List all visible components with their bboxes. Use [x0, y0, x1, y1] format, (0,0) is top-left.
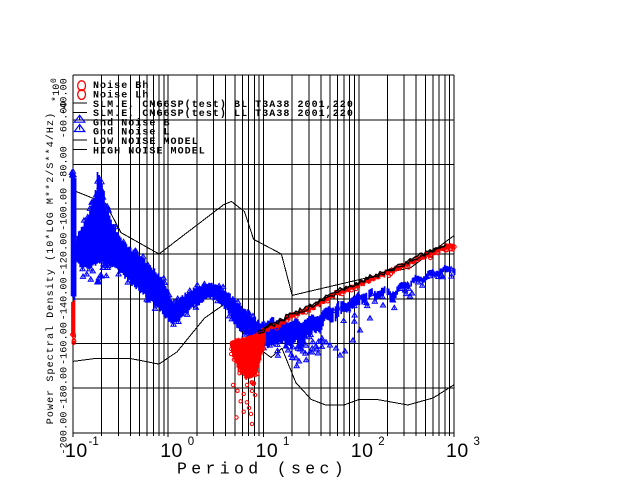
- svg-text:2: 2: [378, 436, 384, 448]
- svg-text:-200.00: -200.00: [60, 411, 71, 454]
- svg-text:10: 10: [65, 440, 88, 462]
- svg-text:Power Spectral Density (10*LOG: Power Spectral Density (10*LOG M**2/S**4…: [45, 112, 57, 424]
- svg-text:-80.00: -80.00: [60, 146, 71, 183]
- svg-text:Gnd Noise L: Gnd Noise L: [93, 127, 171, 139]
- svg-text:HIGH NOISE MODEL: HIGH NOISE MODEL: [93, 146, 206, 157]
- svg-text:3: 3: [474, 436, 480, 448]
- svg-text:-140.00: -140.00: [60, 277, 71, 320]
- svg-text:Gnd Noise B: Gnd Noise B: [93, 117, 171, 129]
- svg-text:-40.00: -40.00: [60, 78, 71, 115]
- svg-text:Noise Bh: Noise Bh: [93, 80, 149, 92]
- svg-text:-60.00: -60.00: [60, 101, 71, 138]
- svg-text:10: 10: [351, 440, 374, 462]
- svg-text:1: 1: [283, 436, 289, 448]
- svg-text:Noise Lh: Noise Lh: [93, 90, 149, 102]
- svg-text:10: 10: [256, 440, 279, 462]
- svg-text:10: 10: [446, 440, 469, 462]
- svg-text:LOW NOISE MODEL: LOW NOISE MODEL: [93, 137, 199, 148]
- svg-text:SLM.E, CMG6SP(test) BL T3A38 2: SLM.E, CMG6SP(test) BL T3A38 2001,220: [93, 99, 354, 111]
- svg-text:*100: *100: [50, 78, 63, 102]
- svg-text:10: 10: [160, 440, 183, 462]
- svg-text:SLM.E, CMG6SP(test) LL T3A38 2: SLM.E, CMG6SP(test) LL T3A38 2001,220: [93, 108, 354, 120]
- svg-text:-160.00: -160.00: [60, 322, 71, 365]
- svg-text:-180.00: -180.00: [60, 367, 71, 410]
- svg-text:-1: -1: [89, 436, 99, 448]
- svg-text:Period (sec): Period (sec): [177, 460, 348, 479]
- svg-text:-120.00: -120.00: [60, 232, 71, 275]
- svg-text:0: 0: [188, 436, 194, 448]
- svg-text:-100.00: -100.00: [60, 188, 71, 231]
